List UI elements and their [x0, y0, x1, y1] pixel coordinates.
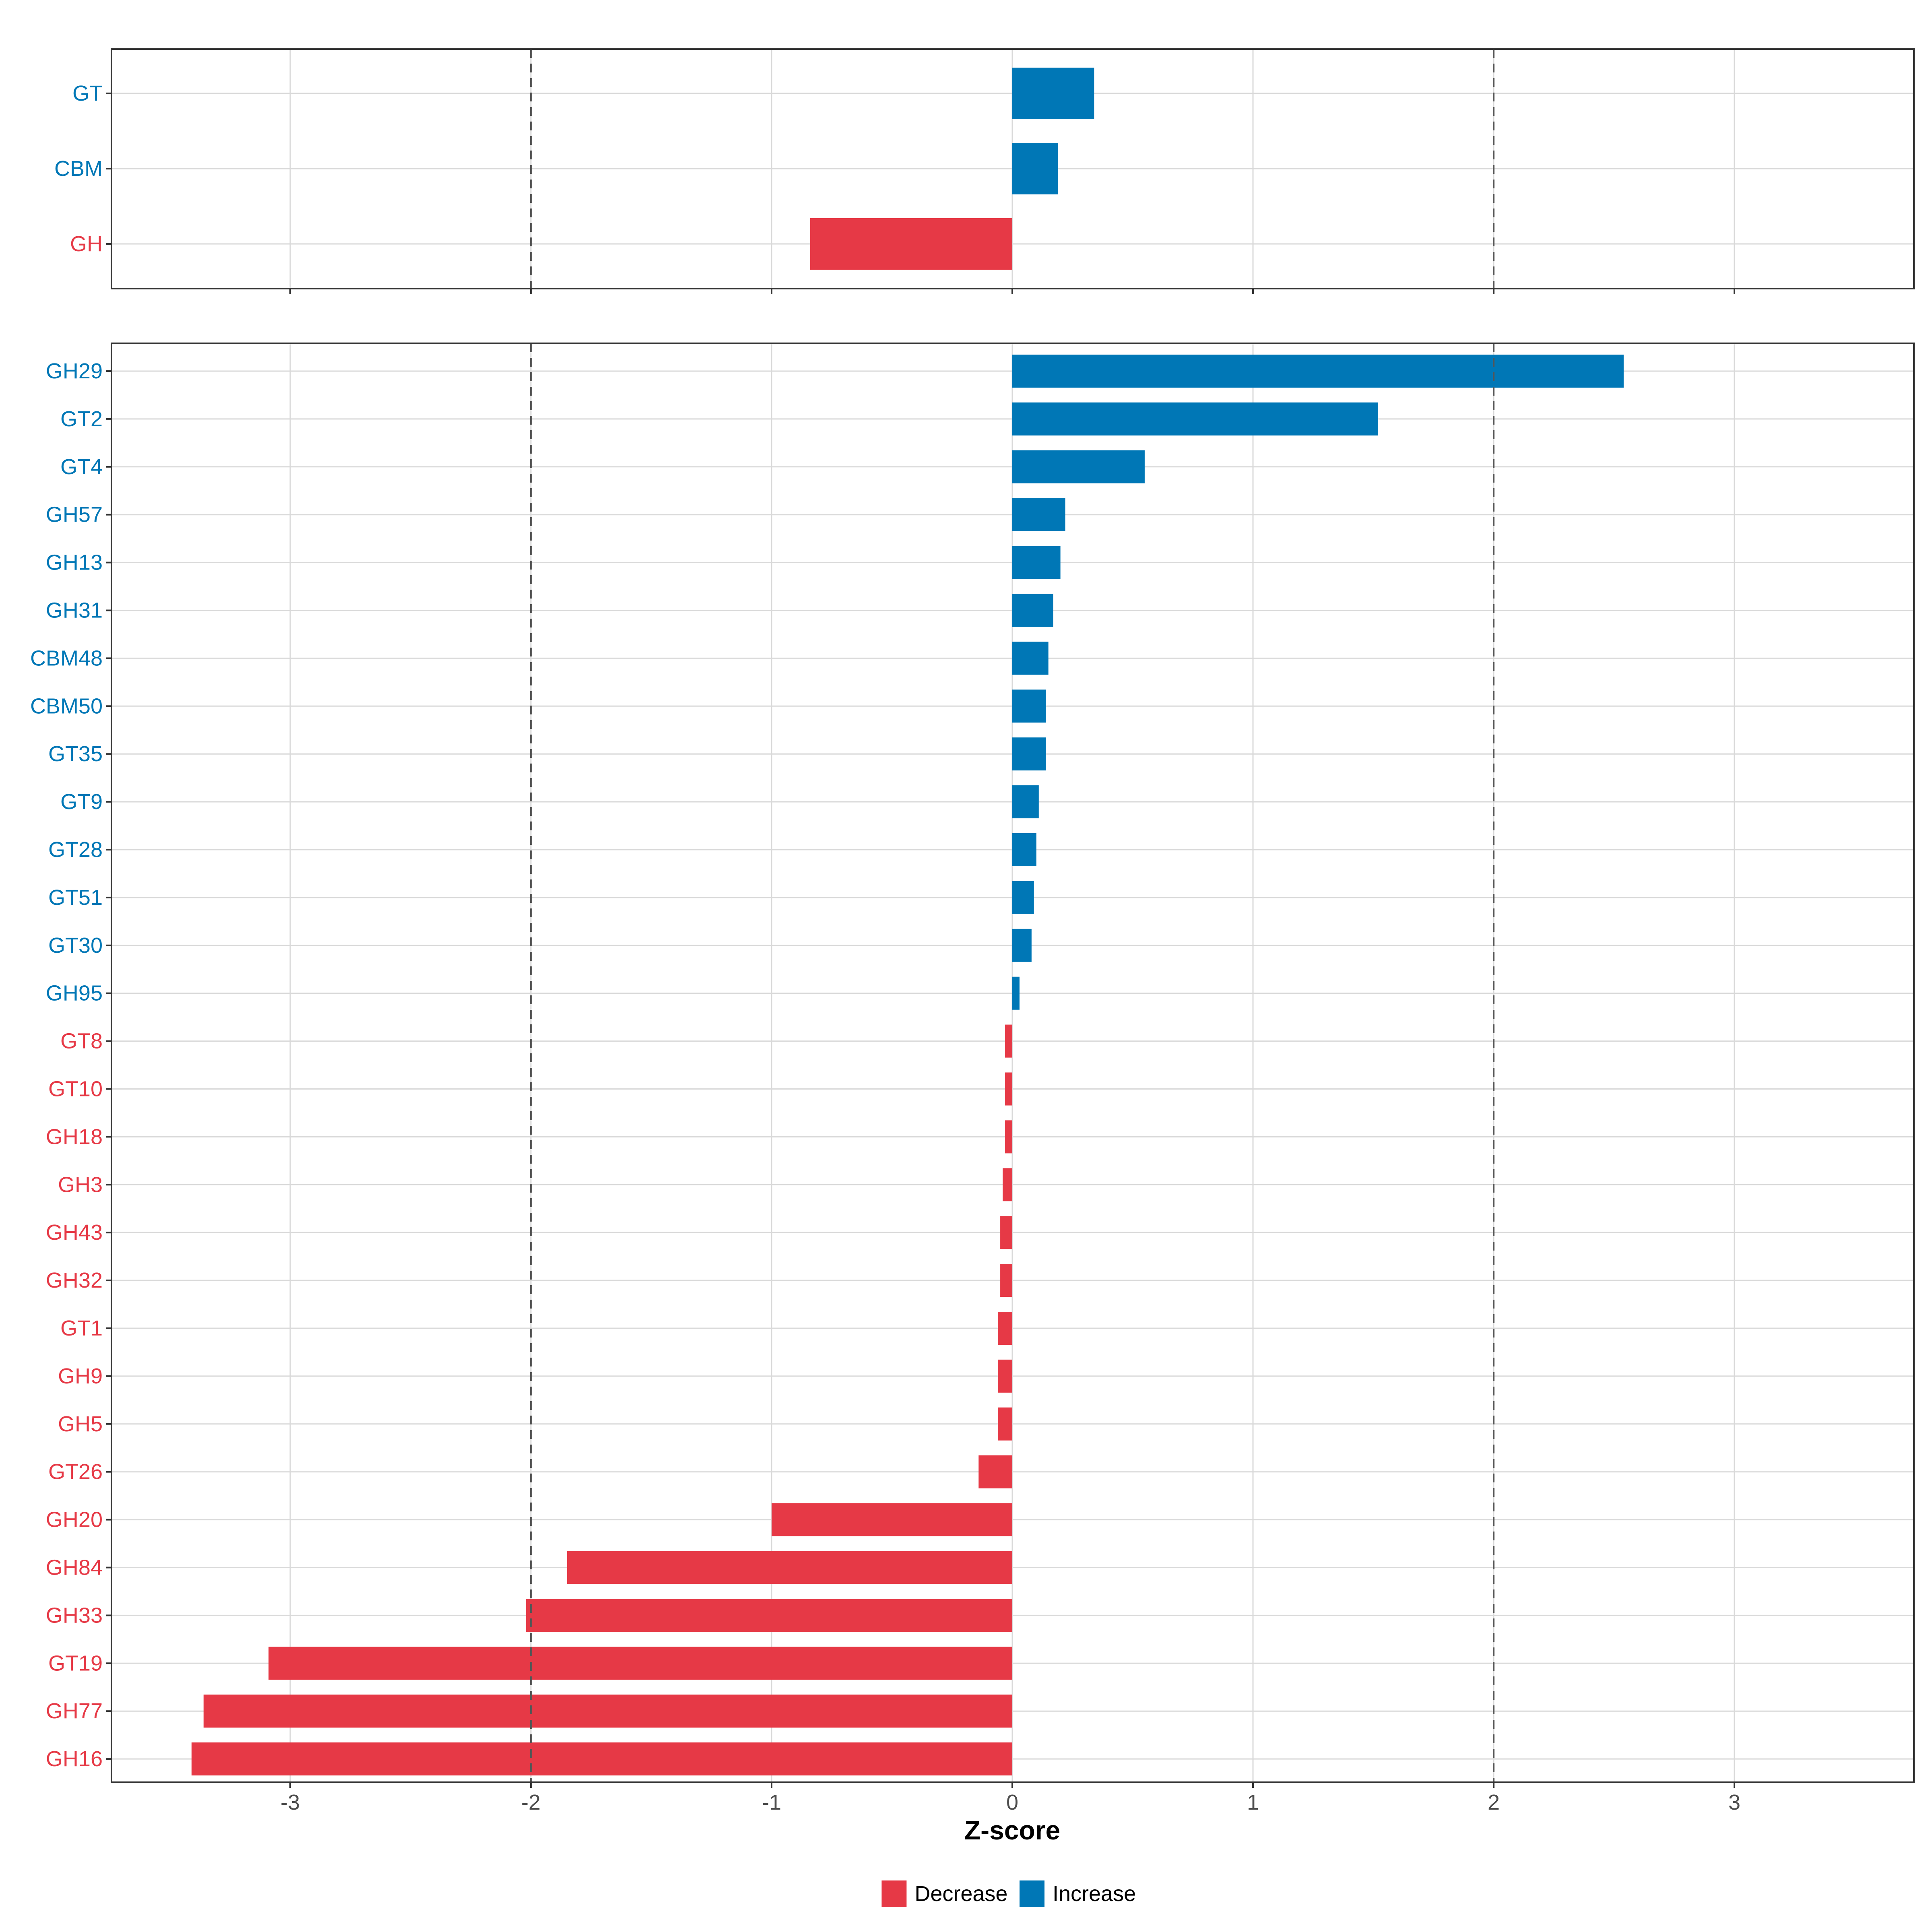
legend-label-decrease: Decrease	[914, 1882, 1007, 1906]
legend-key-increase	[1020, 1880, 1044, 1907]
legend-label-increase: Increase	[1053, 1882, 1136, 1906]
y-tick-label: GT28	[48, 838, 103, 862]
bar-GH16	[191, 1742, 1012, 1776]
legend: Decrease Increase	[881, 1880, 1136, 1907]
y-tick-label: GH29	[46, 359, 103, 383]
bar-GH20	[772, 1503, 1012, 1536]
bar-GT	[1012, 68, 1094, 119]
bar-GH95	[1012, 976, 1020, 1010]
y-tick-label: GH3	[58, 1172, 103, 1197]
panels: GTCBMGHGH29GT2GT4GH57GH13GH31CBM48CBM50G…	[30, 48, 1915, 1788]
bar-GH5	[998, 1407, 1012, 1441]
y-tick-label: GH77	[46, 1699, 103, 1723]
bar-GH32	[1000, 1264, 1012, 1297]
bar-GH	[810, 218, 1012, 270]
y-tick-label: GT4	[60, 455, 103, 479]
x-tick-label: 2	[1488, 1790, 1500, 1814]
y-tick-label: GH9	[58, 1364, 103, 1388]
y-tick-label: CBM	[54, 157, 103, 181]
x-axis-title: Z-score	[964, 1815, 1060, 1845]
bar-GH31	[1012, 594, 1053, 627]
bar-GT10	[1005, 1072, 1012, 1106]
bar-GT4	[1012, 450, 1145, 483]
bar-GH77	[203, 1695, 1013, 1728]
bar-GT9	[1012, 785, 1039, 819]
y-tick-label: GT10	[48, 1077, 103, 1101]
legend-key-decrease	[881, 1880, 907, 1907]
bar-GH18	[1005, 1120, 1012, 1154]
bar-GT28	[1012, 833, 1036, 866]
y-tick-label: GT30	[48, 933, 103, 958]
y-tick-label: GH32	[46, 1268, 103, 1292]
y-tick-label: GH43	[46, 1220, 103, 1245]
bar-GT19	[268, 1647, 1013, 1680]
y-tick-label: GH13	[46, 551, 103, 575]
y-tick-label: GT9	[60, 790, 103, 814]
bar-GT35	[1012, 737, 1046, 771]
y-tick-label: GH31	[46, 599, 103, 623]
y-tick-label: GH	[70, 232, 103, 256]
panel-class-level: GT CBM GH	[54, 48, 1915, 294]
bar-GT2	[1012, 402, 1378, 436]
y-tick-label: GH16	[46, 1747, 103, 1771]
x-tick-label: 1	[1247, 1790, 1259, 1814]
bar-GH3	[1003, 1168, 1012, 1201]
legend-item-increase: Increase	[1020, 1880, 1136, 1907]
bar-GT51	[1012, 881, 1034, 914]
y-tick-label: GH84	[46, 1556, 103, 1580]
y-tick-label: GT35	[48, 742, 103, 766]
x-tick-label: -2	[521, 1790, 541, 1814]
bar-CBM50	[1012, 689, 1046, 723]
bar-GH29	[1012, 355, 1624, 388]
y-tick-label: GT2	[60, 407, 103, 431]
bar-CBM	[1012, 143, 1058, 194]
bar-CBM48	[1012, 642, 1049, 675]
y-tick-label: GH57	[46, 503, 103, 527]
y-tick-label: CBM48	[30, 646, 103, 670]
y-tick-label: GH33	[46, 1603, 103, 1627]
bar-GH33	[526, 1599, 1012, 1632]
bar-GH43	[1000, 1216, 1012, 1249]
y-tick-label: GH20	[46, 1508, 103, 1532]
y-tick-label: GT26	[48, 1460, 103, 1484]
bar-GT30	[1012, 929, 1032, 962]
y-tick-label: GT8	[60, 1029, 103, 1053]
x-tick-label: 0	[1006, 1790, 1018, 1814]
x-tick-label: -1	[762, 1790, 781, 1814]
x-axis: -3 -2 -1 0 1 2 3	[281, 1790, 1740, 1814]
y-tick-label: GH18	[46, 1125, 103, 1149]
y-tick-label: GH95	[46, 981, 103, 1005]
bar-GT26	[978, 1455, 1012, 1488]
bar-GH84	[567, 1551, 1012, 1584]
bar-GT8	[1005, 1024, 1012, 1058]
x-tick-label: 3	[1728, 1790, 1740, 1814]
y-tick-label: GT1	[60, 1316, 103, 1340]
legend-item-decrease: Decrease	[881, 1880, 1007, 1907]
y-tick-label: GT	[72, 81, 103, 105]
bar-GT1	[998, 1312, 1012, 1345]
bar-GH13	[1012, 546, 1061, 579]
y-tick-label: GH5	[58, 1412, 103, 1436]
panel-family-level: GH29 GT2 GT4 GH57 GH13 GH31 CBM48 CBM50 GT35 GT9 G…	[30, 343, 1915, 1788]
x-tick-label: -3	[281, 1790, 300, 1814]
y-tick-label: GT19	[48, 1651, 103, 1675]
bar-GH9	[998, 1359, 1012, 1393]
y-tick-label: GT51	[48, 886, 103, 910]
bar-GH57	[1012, 498, 1065, 531]
y-tick-label: CBM50	[30, 694, 103, 718]
